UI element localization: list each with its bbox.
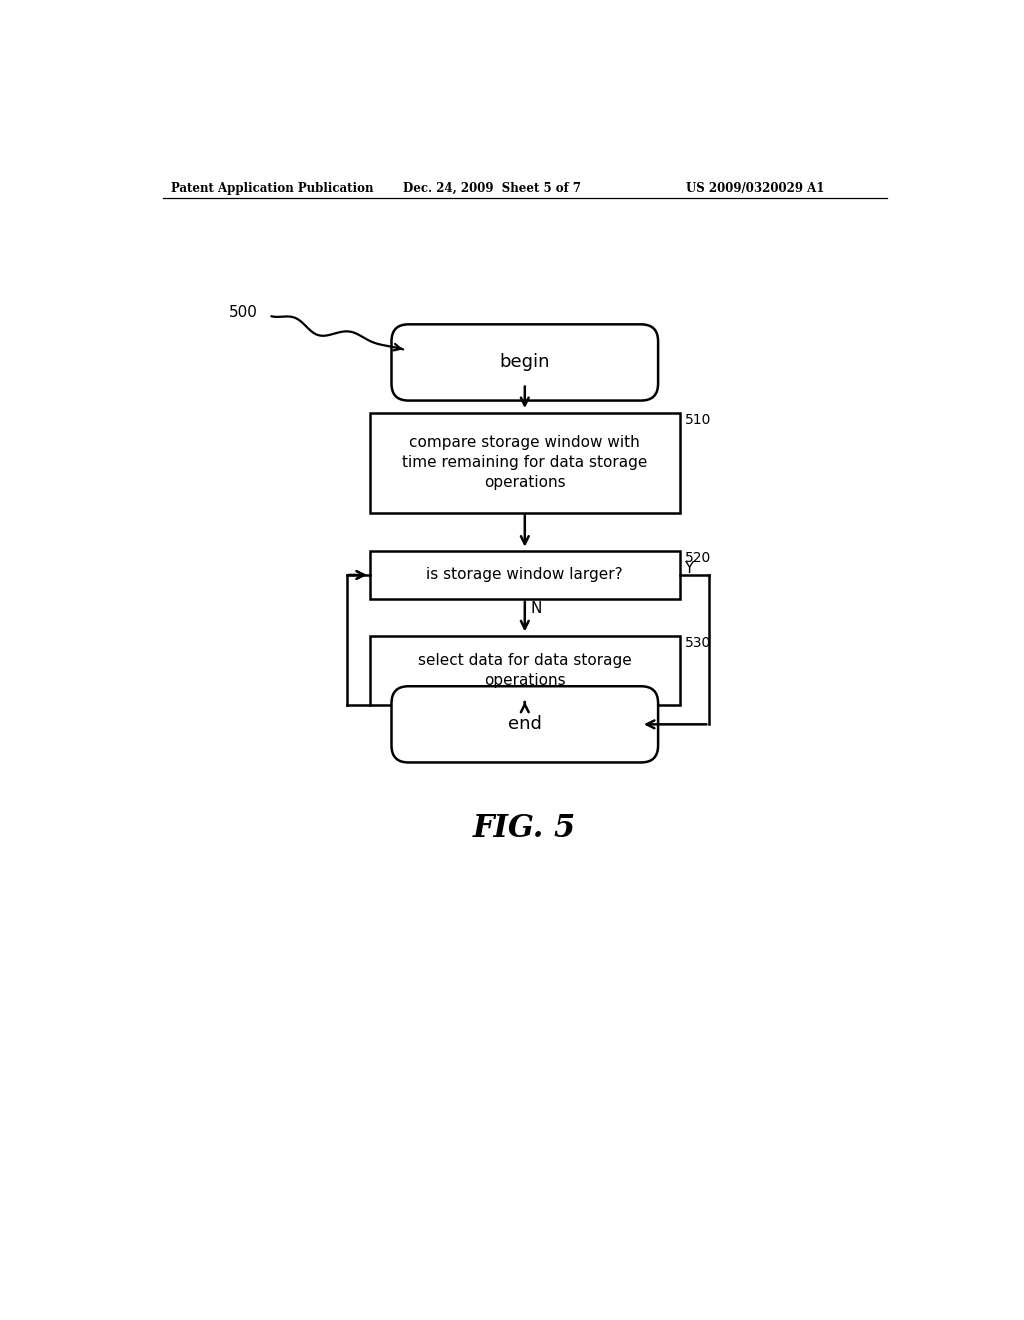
Text: is storage window larger?: is storage window larger?	[426, 568, 624, 582]
FancyBboxPatch shape	[391, 686, 658, 763]
Bar	[370, 636, 680, 705]
Text: Patent Application Publication: Patent Application Publication	[171, 182, 373, 194]
Text: N: N	[530, 601, 542, 616]
Text: compare storage window with
time remaining for data storage
operations: compare storage window with time remaini…	[402, 436, 647, 490]
Text: Dec. 24, 2009  Sheet 5 of 7: Dec. 24, 2009 Sheet 5 of 7	[403, 182, 582, 194]
Text: FIG. 5: FIG. 5	[473, 813, 577, 843]
Text: 530: 530	[684, 636, 711, 649]
Text: Y: Y	[684, 561, 693, 577]
Text: 520: 520	[684, 552, 711, 565]
Text: US 2009/0320029 A1: US 2009/0320029 A1	[686, 182, 824, 194]
Text: select data for data storage
operations: select data for data storage operations	[418, 653, 632, 688]
Text: end: end	[508, 715, 542, 734]
Text: 510: 510	[684, 413, 711, 426]
FancyBboxPatch shape	[391, 325, 658, 400]
Bar	[370, 413, 680, 512]
Text: 500: 500	[228, 305, 258, 319]
Text: begin: begin	[500, 354, 550, 371]
Bar	[370, 552, 680, 599]
